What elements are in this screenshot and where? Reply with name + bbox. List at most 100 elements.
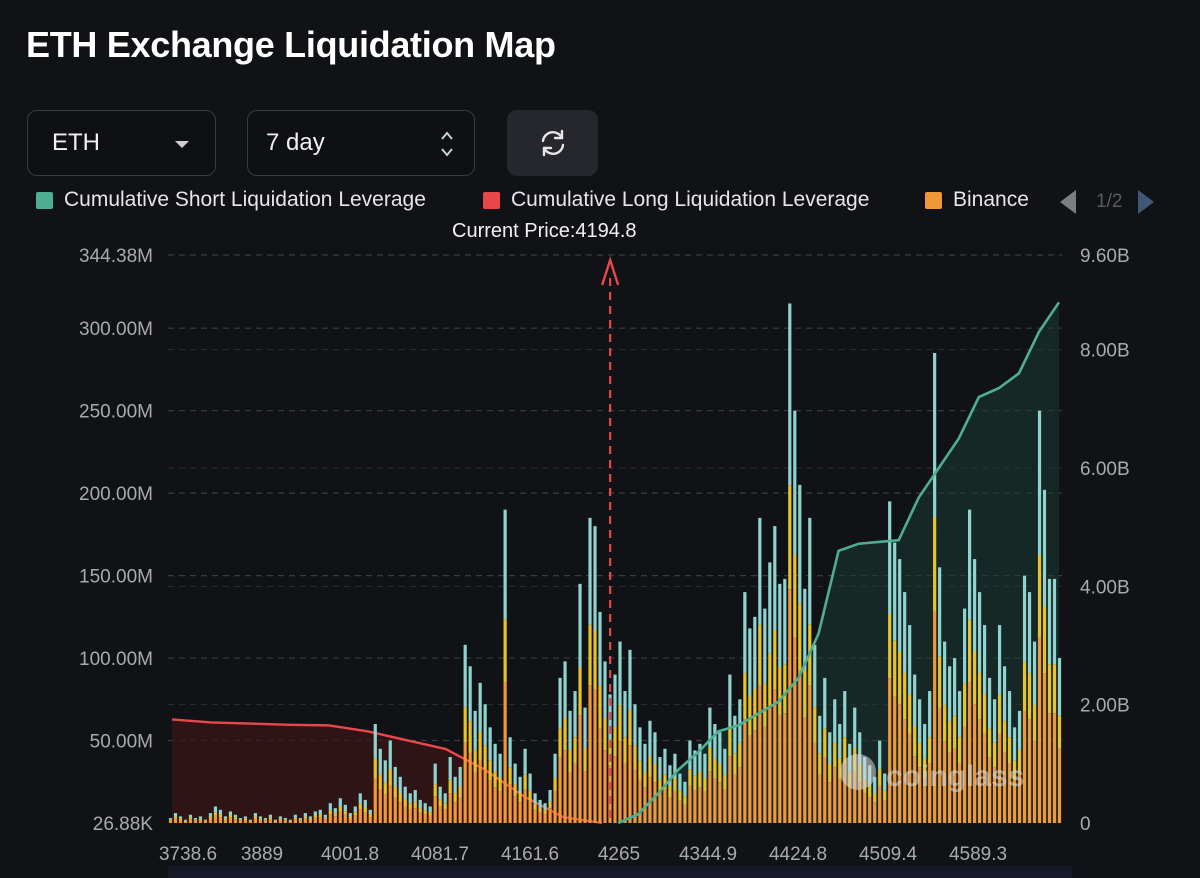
bar-segment-okx <box>443 803 447 810</box>
bar-segment-okx <box>883 790 887 801</box>
bar-segment-binance <box>793 637 797 823</box>
bar-segment-other <box>233 814 238 818</box>
bar-segment-binance <box>308 820 312 823</box>
legend-label-long: Cumulative Long Liquidation Leverage <box>511 188 870 211</box>
y-left-tick-label: 300.00M <box>79 319 153 340</box>
bar-segment-other <box>693 750 697 776</box>
bar-segment-okx <box>263 819 267 821</box>
bar-segment-other <box>933 352 937 518</box>
bar-segment-okx <box>473 750 477 773</box>
bar-segment-binance <box>748 735 752 823</box>
bar-segment-binance <box>843 763 847 823</box>
bar-segment-other <box>673 753 677 778</box>
bar-segment-okx <box>948 721 952 753</box>
bar-segment-binance <box>418 812 422 823</box>
bar-segment-binance <box>982 733 987 823</box>
bar-segment-other <box>603 661 607 718</box>
bar-segment-okx <box>573 737 577 764</box>
bar-segment-other <box>308 816 312 819</box>
legend-item-binance[interactable]: Binance <box>925 188 1029 212</box>
bar-segment-binance <box>923 778 927 823</box>
bar-segment-binance <box>403 806 407 823</box>
bar-segment-okx <box>813 707 817 743</box>
bar-segment-okx <box>728 726 732 757</box>
bar-segment-binance <box>578 715 582 823</box>
bar-segment-binance <box>863 793 867 823</box>
bar-segment-other <box>997 625 1002 695</box>
bar-segment-okx <box>643 771 647 788</box>
bar-segment-binance <box>1052 713 1057 823</box>
bar-segment-binance <box>383 794 387 823</box>
bar-segment-okx <box>388 769 392 786</box>
bar-segment-other <box>383 760 387 783</box>
bar-segment-binance <box>223 820 228 823</box>
bar-segment-binance <box>948 752 952 823</box>
period-select[interactable]: 7 day <box>247 110 475 176</box>
legend-item-short[interactable]: Cumulative Short Liquidation Leverage <box>36 188 426 212</box>
bar-segment-binance <box>168 820 173 823</box>
bar-segment-okx <box>363 807 367 813</box>
bar-segment-other <box>358 793 362 804</box>
bar-segment-binance <box>987 757 992 823</box>
bar-segment-other <box>1057 658 1062 716</box>
bar-segment-other <box>793 410 797 555</box>
bar-segment-okx <box>923 758 927 779</box>
bar-segment-binance <box>668 797 672 823</box>
bar-segment-binance <box>268 819 272 823</box>
legend-item-long[interactable]: Cumulative Long Liquidation Leverage <box>483 188 869 212</box>
legend-label-short: Cumulative Short Liquidation Leverage <box>64 188 426 211</box>
bar-segment-okx <box>987 728 992 758</box>
bar-segment-okx <box>608 739 612 766</box>
x-tick-label: 3738.6 <box>159 844 217 865</box>
bar-segment-okx <box>458 786 462 798</box>
bar-segment-okx <box>503 619 507 682</box>
bar-segment-binance <box>868 797 872 823</box>
bar-segment-other <box>243 816 248 819</box>
bar-segment-other <box>313 811 317 816</box>
bar-segment-other <box>188 814 193 818</box>
bar-segment-okx <box>423 810 427 815</box>
bar-segment-okx <box>778 667 782 716</box>
bar-segment-binance <box>723 789 727 823</box>
bar-segment-binance <box>533 809 537 823</box>
next-page-icon[interactable] <box>1136 188 1156 216</box>
current-price-label: Current Price:4194.8 <box>452 220 637 242</box>
bar-segment-other <box>443 793 447 804</box>
bar-segment-other <box>823 677 827 729</box>
bar-segment-okx <box>743 672 747 720</box>
bar-segment-binance <box>503 681 507 823</box>
bar-segment-binance <box>408 809 412 823</box>
bar-segment-okx <box>323 817 327 820</box>
bar-segment-other <box>903 592 907 673</box>
y-left-tick-label: 100.00M <box>79 649 153 670</box>
bar-segment-other <box>893 542 897 641</box>
bar-segment-other <box>488 727 492 761</box>
bar-segment-other <box>393 766 397 787</box>
bar-segment-other <box>593 526 597 631</box>
bar-segment-okx <box>353 812 357 816</box>
bar-segment-binance <box>763 726 767 823</box>
symbol-select[interactable]: ETH <box>27 110 216 176</box>
bar-segment-other <box>228 811 233 816</box>
bar-segment-binance <box>628 745 632 823</box>
bar-segment-other <box>408 793 412 804</box>
bar-segment-okx <box>528 790 532 801</box>
x-tick-label: 4509.4 <box>859 844 918 865</box>
bar-segment-binance <box>348 818 352 823</box>
bar-segment-okx <box>933 517 937 612</box>
bar-segment-okx <box>793 554 797 638</box>
bar-segment-other <box>1037 410 1042 555</box>
prev-page-icon[interactable] <box>1058 188 1078 216</box>
refresh-button[interactable] <box>507 110 598 176</box>
bar-segment-okx <box>633 745 637 770</box>
bar-segment-okx <box>548 801 552 809</box>
bar-segment-binance <box>1027 719 1032 823</box>
bar-segment-okx <box>533 803 537 810</box>
bar-segment-binance <box>433 796 437 823</box>
bar-segment-other <box>483 704 487 746</box>
bar-segment-binance <box>498 791 502 823</box>
bar-segment-okx <box>618 705 622 742</box>
bar-segment-binance <box>1042 673 1047 823</box>
chevron-down-icon <box>175 141 189 148</box>
bar-segment-okx <box>798 603 802 671</box>
